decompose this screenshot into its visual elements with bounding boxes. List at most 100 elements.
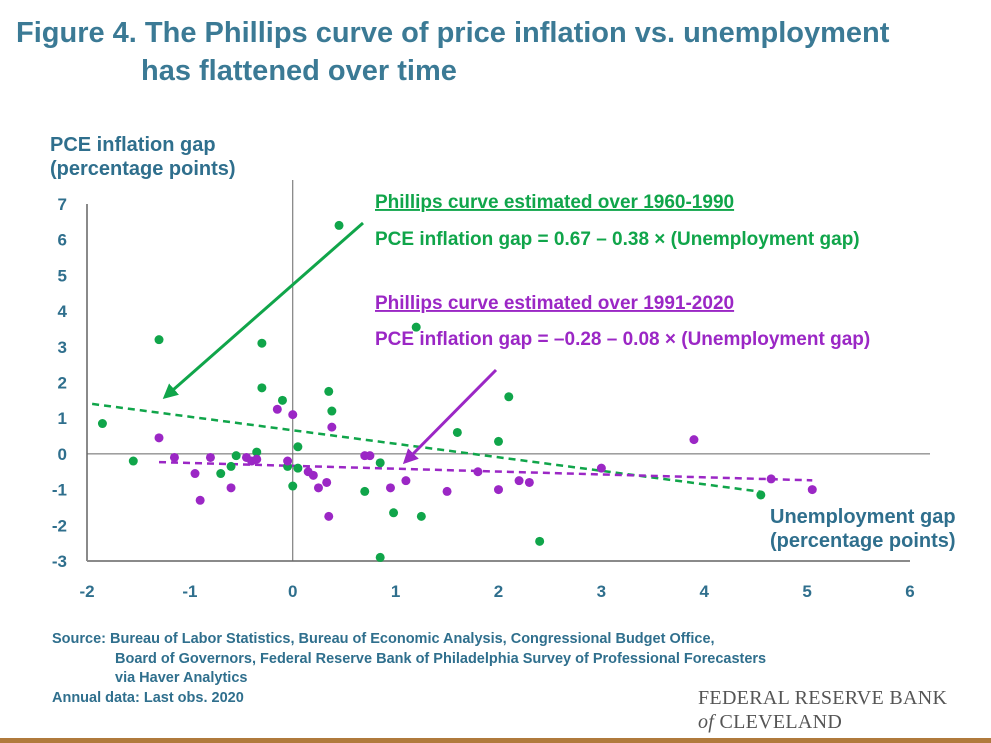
data-point (411, 322, 421, 332)
x-tick-label: 4 (700, 582, 710, 601)
data-point (689, 435, 699, 445)
data-point (324, 386, 334, 396)
data-point (766, 474, 776, 484)
x-tick-label: 3 (597, 582, 606, 601)
fed-cleveland-logo: FEDERAL RESERVE BANK of CLEVELAND (698, 686, 947, 734)
data-point (360, 486, 370, 496)
data-point (190, 469, 200, 479)
data-point (257, 338, 267, 348)
bottom-bar (0, 738, 991, 743)
data-point (514, 476, 524, 486)
y-tick-label: -3 (52, 552, 67, 571)
x-axis-label-line1: Unemployment gap (770, 506, 956, 528)
source-line4: Annual data: Last obs. 2020 (52, 689, 244, 706)
data-point (288, 481, 298, 491)
data-point (257, 383, 267, 393)
data-point (322, 477, 332, 487)
data-point (313, 483, 323, 493)
data-point (231, 451, 241, 461)
chart-title-line1: Figure 4. The Phillips curve of price in… (16, 17, 890, 49)
x-tick-label: -2 (79, 582, 94, 601)
y-tick-labels: 7 6 5 4 3 2 1 0 -1 -2 -3 (52, 195, 68, 571)
data-point (154, 433, 164, 443)
data-point (327, 406, 337, 416)
fit-line (91, 402, 761, 493)
data-point (535, 536, 545, 546)
x-tick-label: 0 (288, 582, 297, 601)
purple-annotation-arrow (402, 368, 498, 465)
data-point (756, 490, 766, 500)
data-point (375, 458, 385, 468)
logo-line2: of CLEVELAND (698, 710, 947, 734)
data-point (807, 485, 817, 495)
green-annotation-arrow (162, 221, 364, 399)
data-point (293, 442, 303, 452)
data-point (334, 220, 344, 230)
y-tick-label: 7 (58, 195, 67, 214)
data-point (252, 447, 262, 457)
data-point (442, 486, 452, 496)
x-tick-label: 6 (905, 582, 914, 601)
data-point (365, 451, 375, 461)
source-note: Source: Bureau of Labor Statistics, Bure… (52, 630, 766, 708)
data-points (97, 220, 817, 562)
data-point (293, 463, 303, 473)
logo-of: of (698, 711, 715, 733)
data-point (385, 483, 395, 493)
y-axis-label-line1: PCE inflation gap (50, 134, 216, 156)
source-line2: Board of Governors, Federal Reserve Bank… (115, 650, 767, 667)
x-axis-label: Unemployment gap (percentage points) (770, 505, 956, 553)
x-tick-label: -1 (182, 582, 197, 601)
y-tick-label: 1 (58, 409, 67, 428)
data-point (216, 469, 226, 479)
y-tick-label: 0 (58, 445, 67, 464)
data-point (277, 395, 287, 405)
x-tick-labels: -2 -1 0 1 2 3 4 5 6 (79, 582, 914, 601)
data-point (169, 452, 179, 462)
data-point (324, 511, 334, 521)
x-tick-label: 2 (494, 582, 503, 601)
purple-annotation-equation: PCE inflation gap = –0.28 – 0.08 × (Unem… (375, 329, 870, 350)
y-tick-label: 6 (58, 231, 67, 250)
data-point (494, 436, 503, 446)
green-annotation-heading: Phillips curve estimated over 1960-1990 (375, 192, 734, 213)
data-point (596, 463, 606, 473)
x-axis-label-line2: (percentage points) (770, 530, 956, 552)
y-axis-label-line2: (percentage points) (50, 158, 236, 180)
y-axis-label: PCE inflation gap (percentage points) (50, 133, 236, 181)
data-point (375, 552, 385, 562)
x-tick-label: 1 (391, 582, 400, 601)
chart-title-line2: has flattened over time (141, 55, 457, 87)
source-line3: via Haver Analytics (115, 670, 248, 686)
data-point (195, 495, 205, 505)
data-point (389, 508, 399, 518)
data-point (401, 476, 411, 486)
fit-lines (91, 402, 813, 493)
y-tick-label: 3 (58, 338, 67, 357)
y-tick-label: -1 (52, 481, 67, 500)
data-point (473, 467, 483, 477)
data-point (452, 427, 462, 437)
source-line1: Source: Bureau of Labor Statistics, Bure… (52, 631, 715, 647)
data-point (97, 419, 107, 429)
data-point (226, 483, 236, 493)
chart-title: Figure 4. The Phillips curve of price in… (16, 14, 956, 90)
data-point (504, 392, 514, 402)
y-tick-label: 5 (58, 266, 67, 285)
data-point (154, 335, 164, 345)
data-point (252, 454, 262, 464)
data-point (283, 456, 293, 466)
axes (86, 180, 930, 562)
fit-line (158, 460, 813, 482)
y-tick-label: 4 (58, 302, 68, 321)
data-point (494, 485, 503, 495)
data-point (524, 477, 534, 487)
y-tick-label: -2 (52, 516, 67, 535)
logo-cleveland: CLEVELAND (714, 711, 843, 733)
data-point (128, 456, 138, 466)
data-point (205, 452, 215, 462)
data-point (416, 511, 426, 521)
data-point (288, 410, 298, 420)
data-point (226, 461, 236, 471)
